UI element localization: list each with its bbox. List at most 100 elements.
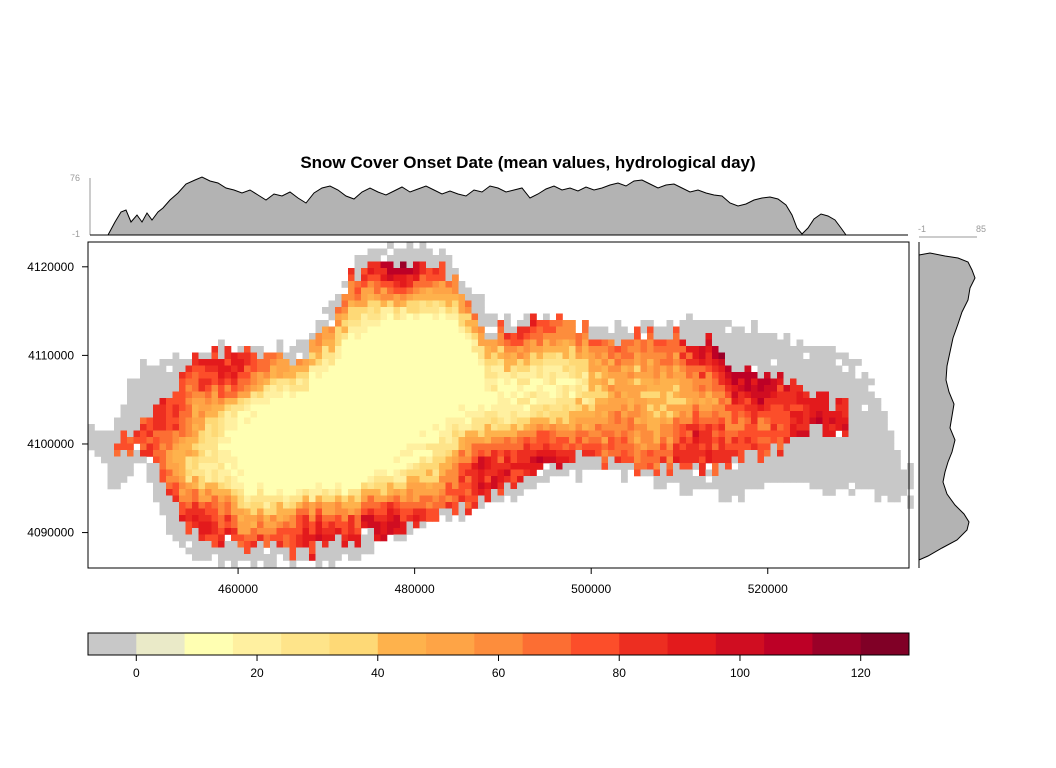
raster-cell — [549, 450, 557, 457]
raster-cell — [179, 424, 186, 431]
raster-cell — [231, 430, 238, 438]
raster-cell — [653, 372, 661, 379]
raster-cell — [413, 489, 420, 496]
raster-cell — [367, 261, 375, 269]
raster-cell — [406, 463, 414, 470]
raster-cell — [575, 476, 583, 483]
raster-cell — [601, 443, 609, 451]
raster-cell — [627, 378, 635, 386]
raster-cell — [679, 443, 687, 451]
raster-cell — [335, 372, 342, 379]
raster-cell — [868, 404, 875, 412]
raster-cell — [166, 443, 173, 451]
raster-cell — [211, 541, 219, 548]
raster-cell — [179, 489, 186, 496]
raster-cell — [465, 430, 472, 438]
raster-cell — [510, 456, 518, 464]
top-profile-area — [107, 176, 847, 236]
raster-cell — [666, 352, 674, 360]
raster-cell — [575, 352, 583, 360]
raster-cell — [289, 534, 297, 542]
raster-cell — [276, 515, 284, 522]
raster-cell — [439, 398, 446, 405]
raster-cell — [237, 385, 245, 392]
raster-cell — [582, 437, 589, 444]
raster-cell — [166, 417, 173, 425]
raster-cell — [400, 495, 407, 503]
raster-cell — [692, 320, 700, 327]
raster-cell — [790, 411, 797, 418]
raster-cell — [465, 352, 472, 360]
raster-cell — [367, 385, 375, 392]
raster-cell — [244, 528, 251, 535]
raster-cell — [829, 463, 836, 470]
raster-cell — [647, 398, 654, 405]
raster-cell — [764, 398, 771, 405]
raster-cell — [647, 430, 654, 438]
raster-cell — [458, 456, 466, 464]
raster-cell — [400, 508, 407, 516]
raster-cell — [458, 430, 466, 438]
raster-cell — [777, 339, 784, 347]
raster-cell — [497, 359, 505, 366]
raster-cell — [718, 378, 726, 386]
raster-cell — [270, 378, 277, 386]
raster-cell — [140, 398, 147, 405]
raster-cell — [380, 333, 388, 340]
raster-cell — [218, 437, 225, 444]
raster-cell — [471, 307, 479, 314]
raster-cell — [192, 469, 199, 477]
raster-cell — [816, 476, 823, 483]
raster-cell — [744, 430, 752, 438]
raster-cell — [387, 287, 394, 295]
raster-cell — [393, 378, 401, 386]
raster-cell — [283, 495, 290, 503]
raster-cell — [114, 424, 121, 431]
raster-cell — [491, 333, 498, 340]
raster-cell — [309, 528, 316, 535]
raster-cell — [439, 378, 446, 386]
raster-cell — [315, 346, 323, 353]
raster-cell — [153, 404, 160, 412]
raster-cell — [744, 365, 752, 373]
raster-cell — [341, 430, 349, 438]
raster-cell — [614, 352, 622, 360]
raster-cell — [296, 476, 303, 483]
raster-cell — [465, 482, 472, 490]
raster-cell — [166, 456, 173, 464]
raster-cell — [354, 320, 362, 327]
raster-cell — [900, 469, 908, 477]
raster-cell — [634, 430, 641, 438]
raster-cell — [523, 424, 531, 431]
raster-cell — [426, 515, 433, 522]
raster-cell — [777, 437, 784, 444]
raster-cell — [361, 443, 368, 451]
raster-cell — [699, 372, 706, 379]
raster-cell — [107, 476, 115, 483]
raster-cell — [699, 326, 706, 334]
raster-cell — [439, 476, 446, 483]
raster-cell — [751, 411, 758, 418]
raster-cell — [822, 482, 830, 490]
raster-cell — [302, 521, 310, 529]
raster-cell — [822, 372, 830, 379]
raster-cell — [419, 294, 427, 301]
raster-cell — [413, 300, 420, 308]
raster-cell — [848, 443, 856, 451]
raster-cell — [504, 378, 511, 386]
raster-cell — [244, 502, 251, 509]
raster-cell — [192, 359, 199, 366]
raster-cell — [302, 372, 310, 379]
raster-cell — [504, 352, 511, 360]
raster-cell — [432, 326, 440, 334]
raster-cell — [608, 359, 615, 366]
raster-cell — [328, 333, 336, 340]
raster-cell — [393, 294, 401, 301]
raster-cell — [179, 482, 186, 490]
raster-cell — [829, 359, 836, 366]
raster-cell — [192, 424, 199, 431]
raster-cell — [419, 372, 427, 379]
raster-cell — [432, 476, 440, 483]
raster-cell — [309, 424, 316, 431]
raster-cell — [699, 424, 706, 431]
